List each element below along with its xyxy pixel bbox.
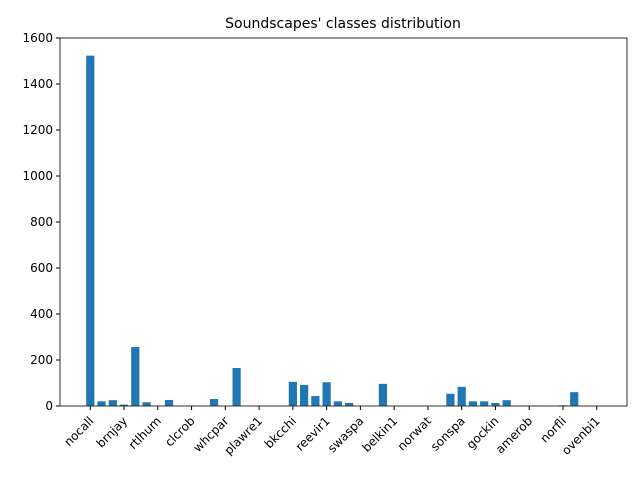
bar — [164, 399, 174, 407]
bar — [569, 391, 580, 407]
bar — [479, 400, 490, 407]
y-tick-label: 1200 — [22, 123, 53, 137]
bar — [456, 386, 467, 407]
y-tick-label: 1000 — [22, 169, 53, 183]
bar — [107, 399, 118, 407]
y-tick-label: 800 — [30, 215, 53, 229]
bar — [231, 367, 242, 407]
bar — [321, 381, 332, 407]
y-tick-label: 600 — [30, 261, 53, 275]
bar — [209, 398, 219, 407]
bar — [490, 402, 501, 407]
y-tick-label: 1600 — [22, 31, 53, 45]
chart-title: Soundscapes' classes distribution — [225, 16, 461, 32]
bar — [501, 399, 512, 407]
axes-frame — [59, 37, 628, 407]
y-tick-label: 0 — [45, 399, 53, 413]
bar — [310, 395, 321, 407]
bar — [468, 400, 478, 407]
bar — [445, 392, 456, 407]
bar — [130, 346, 141, 407]
bar — [96, 400, 107, 407]
bar — [287, 380, 298, 407]
bar — [299, 384, 310, 407]
y-tick-label: 200 — [30, 353, 53, 367]
bar — [377, 383, 388, 407]
bar — [141, 401, 152, 407]
bar — [85, 54, 96, 407]
y-tick-label: 1400 — [22, 77, 53, 91]
bar — [332, 400, 343, 407]
bar — [344, 402, 355, 407]
y-tick-label: 400 — [30, 307, 53, 321]
